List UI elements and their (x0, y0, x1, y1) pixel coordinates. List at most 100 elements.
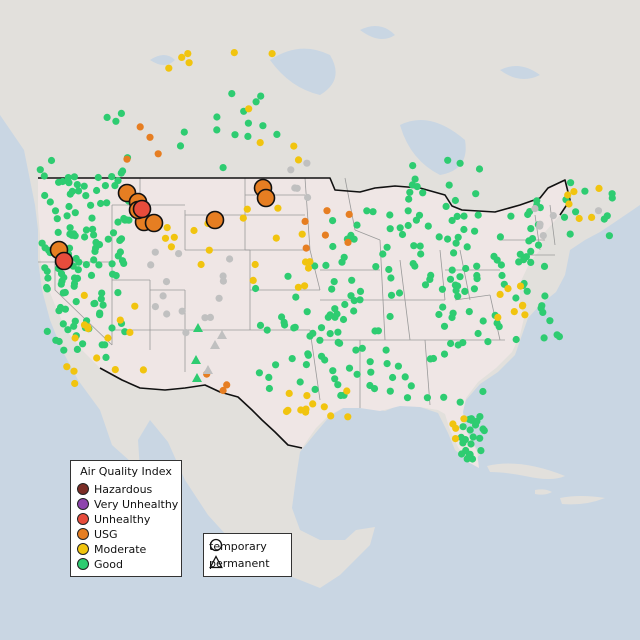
monitor-dot (539, 232, 547, 240)
monitor-dot (605, 232, 614, 240)
hazardous-swatch (77, 483, 89, 495)
monitor-dot (600, 215, 608, 223)
monitor-dot (272, 361, 280, 369)
monitor-dot (82, 192, 90, 200)
monitor-dot (423, 394, 431, 402)
monitor-dot (470, 285, 478, 293)
monitor-dot (73, 345, 81, 353)
monitor-dot (469, 433, 477, 441)
monitor-dot (521, 311, 529, 319)
monitor-dot (280, 318, 288, 326)
monitor-dot (40, 172, 48, 180)
monitor-dot (539, 308, 547, 316)
monitor-dot (595, 184, 603, 192)
legend-item-good: Good (77, 557, 123, 571)
monitor-dot (297, 406, 305, 414)
monitor-dot (256, 321, 265, 329)
monitor-dot (53, 215, 61, 223)
monitor-dot (456, 159, 464, 167)
monitor-dot (496, 233, 504, 241)
monitor-dot (448, 266, 456, 274)
monitor-dot (477, 447, 485, 455)
monitor-dot (303, 159, 311, 167)
monitor-dot (320, 403, 328, 411)
circle-icon (209, 538, 223, 552)
monitor-dot (534, 241, 543, 249)
monitor-dot (435, 233, 443, 241)
monitor-dot (182, 329, 190, 337)
monitor-dot (178, 307, 186, 315)
monitor-dot (496, 290, 504, 298)
monitor-dot (146, 133, 154, 141)
monitor-dot (252, 98, 260, 106)
monitor-dot (306, 258, 314, 266)
monitor-dot (82, 261, 90, 269)
monitor-dot (371, 327, 379, 335)
monitor-dot (162, 278, 171, 286)
monitor-dot (108, 173, 116, 181)
monitor-dot (190, 226, 198, 235)
monitor-dot (329, 217, 337, 225)
monitor-dot (178, 53, 186, 62)
moderate-swatch (77, 543, 89, 555)
monitor-dot (467, 440, 475, 448)
monitor-dot (445, 181, 453, 189)
monitor-dot (440, 393, 448, 401)
monitor-dot (329, 242, 337, 251)
monitor-dot (407, 382, 415, 390)
monitor-dot (292, 293, 300, 301)
monitor-dot (109, 229, 118, 237)
monitor-dot (96, 311, 104, 319)
monitor-dot (570, 188, 578, 196)
monitor-dot (94, 173, 102, 182)
monitor-dot (74, 266, 82, 274)
monitor-dot (465, 308, 473, 316)
legend-label-hazardous: Hazardous (94, 482, 153, 496)
monitor-dot (251, 260, 259, 269)
state-border (454, 294, 491, 301)
temporary-monitor-usg (144, 213, 164, 233)
monitor-dot (372, 263, 380, 271)
monitor-dot (99, 301, 107, 309)
monitor-dot (223, 381, 231, 389)
monitor-dot (538, 302, 546, 310)
monitor-dot (57, 280, 65, 288)
monitor-dot (451, 196, 459, 205)
legend-item-usg: USG (77, 527, 118, 541)
monitor-dot (473, 262, 481, 270)
monitor-dot (136, 123, 144, 131)
legend-item-moderate: Moderate (77, 542, 146, 556)
monitor-dot (367, 368, 375, 376)
very-unhealthy-swatch (77, 498, 89, 510)
monitor-dot (424, 222, 432, 230)
monitor-dot (480, 427, 488, 435)
monitor-dot (510, 308, 518, 316)
monitor-dot (404, 207, 412, 215)
unhealthy-swatch (77, 513, 89, 525)
legend-label-usg: USG (94, 527, 118, 541)
monitor-dot (336, 339, 344, 347)
monitor-dot (446, 275, 455, 283)
monitor-dot (89, 225, 97, 233)
monitor-dot (97, 295, 105, 303)
monitor-dot (444, 156, 452, 164)
monitor-dot (284, 272, 292, 280)
monitor-dot (409, 162, 417, 170)
monitor-dot (490, 252, 498, 260)
monitor-dot (219, 386, 227, 395)
monitor-dot (309, 400, 317, 408)
monitor-dot (296, 378, 304, 386)
legend-label-very-unhealthy: Very Unhealthy (94, 497, 179, 511)
monitor-dot (80, 291, 88, 299)
monitor-dot (454, 292, 462, 300)
monitor-dot (484, 338, 492, 346)
permanent-monitors (191, 323, 227, 382)
monitor-dot (285, 389, 293, 397)
monitor-dot (504, 285, 512, 293)
monitor-dot (70, 230, 78, 238)
monitor-dot (301, 217, 309, 225)
monitor-dot (454, 233, 462, 241)
monitor-dot (87, 201, 95, 209)
